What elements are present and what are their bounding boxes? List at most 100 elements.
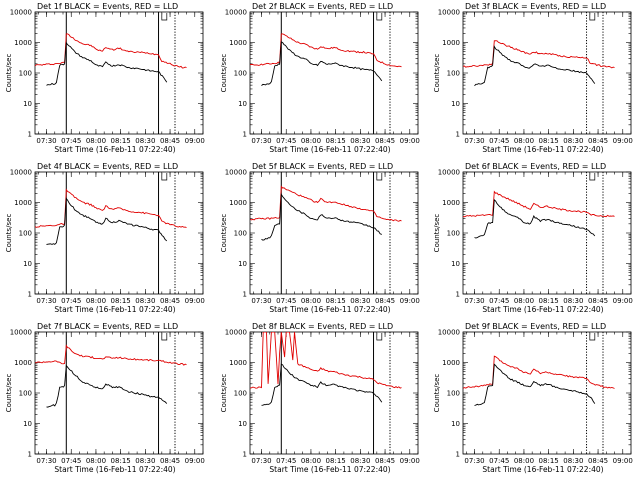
y-tick-label: 1 [28,131,32,139]
x-tick-label: 08:00 [514,137,534,145]
x-tick-label: 07:30 [464,297,484,305]
y-tick-label: 1000 [14,199,32,207]
x-tick-label: 07:30 [464,457,484,465]
x-tick-label: 08:00 [301,297,321,305]
y-tick-label: 10000 [225,169,247,177]
plot-frame [462,171,632,295]
x-tick-label: 08:45 [375,137,395,145]
panel-det-6: 1 10 100 1000 10000 07:30 07:45 08:00 08:15 08:30… [433,162,633,314]
series-line-lld [35,188,187,229]
y-tick-label: 100 [234,70,247,78]
series-line-lld [35,344,187,366]
x-tick-label: 07:30 [36,457,56,465]
x-tick-label: 08:45 [375,457,395,465]
x-tick-label: 09:00 [185,457,205,465]
y-tick-label: 100 [447,390,460,398]
plot-frame [249,171,419,295]
x-axis-label: Start Time (16-Feb-11 07:22:40) [482,465,603,474]
x-tick-label: 08:30 [563,297,583,305]
y-tick-label: 100 [19,230,32,238]
panel-det-3: 1 10 100 1000 10000 07:30 07:45 08:00 08:15 08:30… [433,2,633,154]
series-line-lld [35,33,187,69]
series-line-events [474,45,596,87]
x-tick-label: 08:15 [326,297,346,305]
y-tick-label: 10 [451,260,460,268]
x-tick-label: 07:45 [61,457,81,465]
series-line-events [46,364,168,408]
x-tick-label: 07:45 [276,457,296,465]
attenuator-flag-icon [376,13,383,21]
x-tick-label: 09:00 [400,297,420,305]
y-tick-label: 1000 [229,199,247,207]
series-line-lld [463,190,615,218]
x-tick-label: 08:45 [588,297,608,305]
plot-frame [462,331,632,455]
attenuator-flag-icon [376,173,383,181]
x-tick-label: 08:15 [326,457,346,465]
y-tick-label: 1 [28,451,32,459]
panel-det-7: 1 10 100 1000 10000 07:30 07:45 08:00 08:15 08:30… [5,322,205,474]
x-tick-label: 08:15 [539,457,559,465]
plot-frame [34,331,204,455]
x-tick-label: 07:30 [251,457,271,465]
x-tick-label: 08:00 [514,297,534,305]
series-line-lld [463,40,615,69]
x-axis-label: Start Time (16-Feb-11 07:22:40) [482,305,603,314]
y-tick-label: 10000 [438,329,460,337]
attenuator-flag-icon [376,333,383,341]
y-tick-label: 10000 [10,9,32,17]
panel-title: Det 3f BLACK = Events, RED = LLD [465,2,606,11]
x-axis-label: Start Time (16-Feb-11 07:22:40) [54,305,175,314]
y-tick-label: 100 [19,70,32,78]
x-tick-label: 08:30 [350,457,370,465]
y-tick-label: 10 [23,100,32,108]
attenuator-flag-icon [589,173,596,181]
panel-title: Det 8f BLACK = Events, RED = LLD [252,322,393,331]
x-tick-label: 08:45 [588,137,608,145]
x-tick-label: 07:30 [36,297,56,305]
x-tick-label: 09:00 [185,137,205,145]
x-axis-label: Start Time (16-Feb-11 07:22:40) [54,145,175,154]
y-tick-label: 1000 [14,39,32,47]
y-tick-label: 10 [451,420,460,428]
x-tick-label: 08:30 [350,137,370,145]
y-tick-label: 1 [243,131,247,139]
x-axis-label: Start Time (16-Feb-11 07:22:40) [269,305,390,314]
x-tick-label: 08:00 [301,137,321,145]
x-axis-label: Start Time (16-Feb-11 07:22:40) [269,465,390,474]
x-tick-label: 08:00 [514,457,534,465]
panel-title: Det 9f BLACK = Events, RED = LLD [465,322,606,331]
y-tick-label: 1 [243,291,247,299]
x-tick-label: 07:45 [489,297,509,305]
x-tick-label: 08:30 [350,297,370,305]
x-tick-label: 08:15 [111,137,131,145]
y-tick-label: 10 [238,100,247,108]
series-line-events [474,198,596,239]
y-tick-label: 10000 [225,329,247,337]
x-tick-label: 08:30 [135,297,155,305]
y-tick-label: 100 [234,390,247,398]
x-tick-label: 09:00 [185,297,205,305]
panel-title: Det 7f BLACK = Events, RED = LLD [37,322,178,331]
x-tick-label: 08:00 [86,297,106,305]
y-tick-label: 10 [23,420,32,428]
x-tick-label: 08:45 [588,457,608,465]
x-tick-label: 08:30 [563,137,583,145]
x-tick-label: 08:15 [539,297,559,305]
series-line-events [261,41,383,86]
y-tick-label: 10000 [10,169,32,177]
plot-frame [462,11,632,135]
y-tick-label: 1 [28,291,32,299]
y-tick-label: 100 [234,230,247,238]
series-line-events [46,41,168,86]
plot-frame [34,171,204,295]
x-tick-label: 08:00 [86,137,106,145]
y-tick-label: 10 [238,420,247,428]
y-axis-label: Counts/sec [433,214,441,253]
series-line-lld [250,332,402,389]
y-tick-label: 10 [451,100,460,108]
y-tick-label: 100 [447,70,460,78]
series-line-lld [463,355,615,389]
series-line-events [474,363,596,406]
